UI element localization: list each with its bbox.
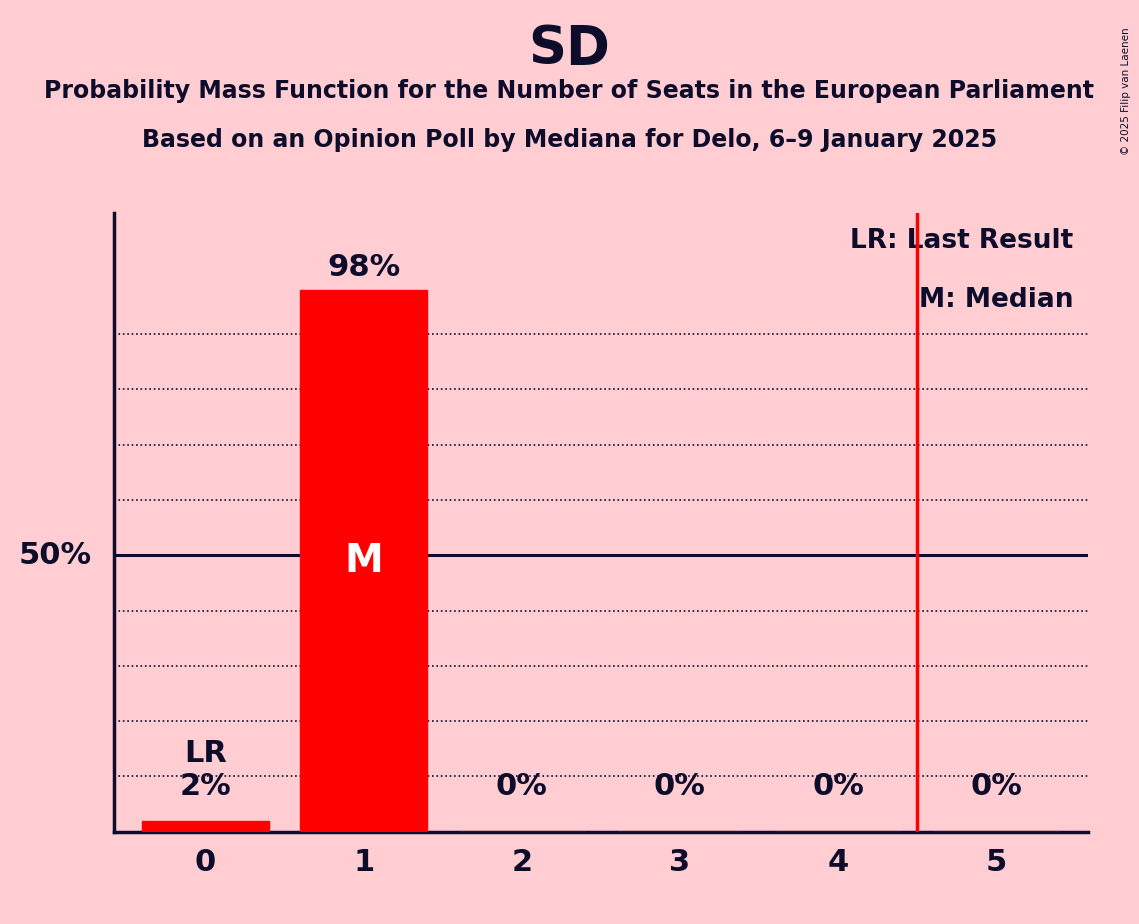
Bar [301,290,427,832]
Text: Based on an Opinion Poll by Mediana for Delo, 6–9 January 2025: Based on an Opinion Poll by Mediana for … [142,128,997,152]
Bar [142,821,269,832]
Text: LR: Last Result: LR: Last Result [850,228,1073,254]
Text: LR: LR [185,739,227,768]
Text: 0%: 0% [495,772,548,801]
Text: © 2025 Filip van Laenen: © 2025 Filip van Laenen [1121,28,1131,155]
Text: 98%: 98% [327,252,400,282]
Text: 2%: 2% [180,772,231,801]
Text: 0%: 0% [970,772,1022,801]
Text: SD: SD [528,23,611,75]
Text: M: Median: M: Median [919,286,1073,313]
Text: 50%: 50% [18,541,92,570]
Text: 0%: 0% [654,772,706,801]
Text: M: M [344,541,383,579]
Text: 0%: 0% [812,772,863,801]
Text: Probability Mass Function for the Number of Seats in the European Parliament: Probability Mass Function for the Number… [44,79,1095,103]
